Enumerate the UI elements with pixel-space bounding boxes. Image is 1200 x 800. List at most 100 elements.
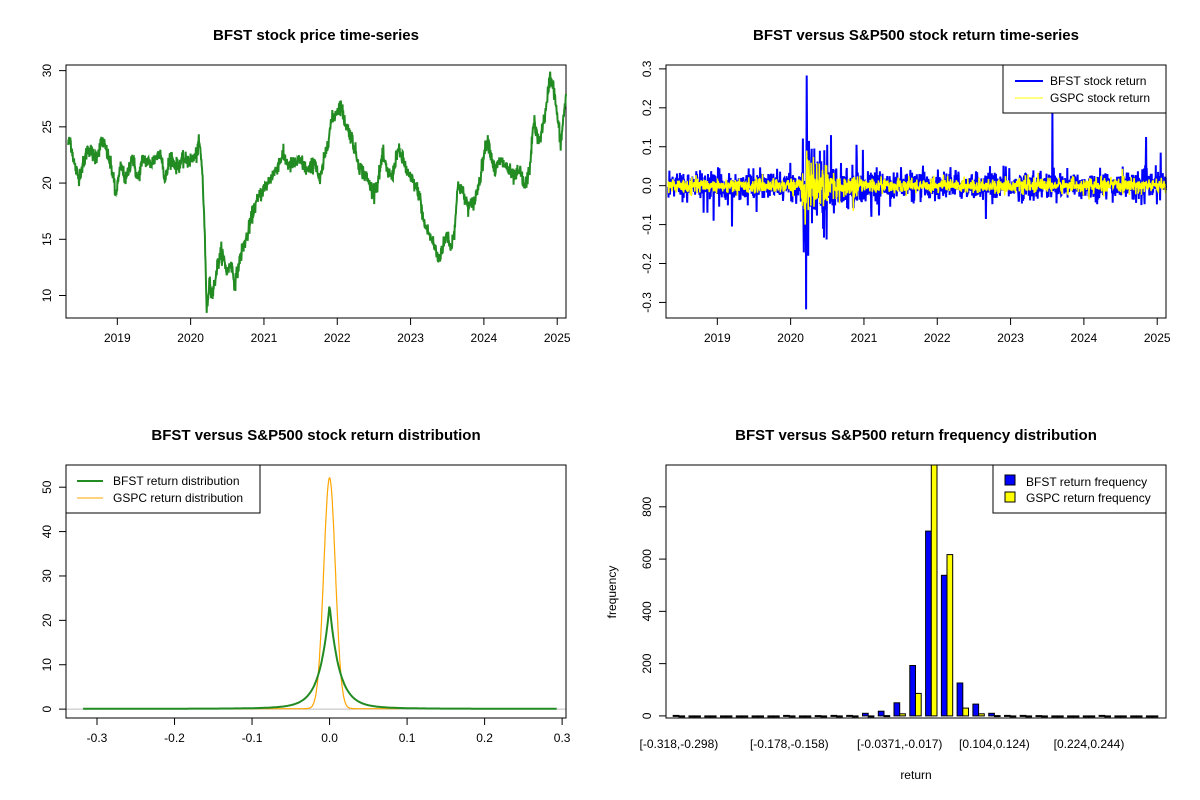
x-axis-label: return [900,768,931,782]
histogram-bar [899,713,906,717]
plot-frame [65,464,567,719]
histogram-bar [757,715,764,718]
histogram-bar [925,530,932,717]
histogram-bar [1151,715,1159,718]
histogram-bar [1120,715,1127,718]
histogram-bar [1135,715,1143,718]
histogram-bar [962,707,969,717]
x-tick-label: 0.3 [554,731,571,745]
histogram-bar [751,715,759,718]
chart-title: BFST stock price time-series [213,27,419,44]
histogram-bar [694,715,701,718]
legend-swatch-bfst [1004,474,1016,486]
x-tick-label: [-0.178,-0.158) [750,737,829,751]
legend-box [992,464,1167,514]
histogram-bar [846,714,853,717]
y-tick-label: 20 [40,613,54,627]
histogram-bar [915,692,922,717]
histogram-bar [1145,715,1153,718]
y-tick-label: -0.3 [640,292,654,313]
histogram-bar [735,715,743,718]
histogram-bar [1082,715,1090,718]
x-tick-label: [-0.318,-0.298) [640,737,719,751]
x-tick-label: 2025 [544,331,571,345]
y-axis: 10 15 20 25 30 [40,64,66,302]
y-tick-label: 40 [40,525,54,539]
x-tick-label: 2020 [777,331,804,345]
chart-title: BFST versus S&P500 return frequency dist… [735,427,1097,444]
x-tick-label: 2023 [397,331,424,345]
histogram-bar [972,703,980,717]
histogram-bar [930,464,938,717]
y-tick-label: 0.0 [640,177,654,194]
histogram-bar [956,682,964,717]
x-tick-label: 2021 [251,331,278,345]
histogram-bar [1114,715,1122,718]
x-axis: 2019 2020 2021 2022 2023 2024 2025 [104,318,571,345]
x-axis: -0.3 -0.2 -0.1 0.0 0.1 0.2 0.3 [87,718,571,745]
return-distribution-panel: BFST versus S&P500 stock return distribu… [40,427,571,745]
x-axis: [-0.318,-0.298) [-0.178,-0.158) [-0.0371,-… [640,737,1125,751]
chart-title: BFST versus S&P500 stock return distribu… [151,427,480,444]
histogram-bar [867,715,875,718]
histogram-bar [1130,715,1137,718]
y-tick-label: -0.2 [640,253,654,274]
legend: BFST return frequency GSPC return freque… [992,464,1167,514]
plot-frame [65,64,567,319]
y-tick-label: 50 [40,480,54,494]
x-tick-label: 0.1 [399,731,416,745]
x-tick-label: [0.224,0.244) [1054,737,1125,751]
legend: BFST stock return GSPC stock return [1002,64,1167,114]
histogram-bar [773,715,780,718]
histogram-bar [988,712,995,717]
bfst-density-curve [83,606,557,710]
histogram-bar [1072,715,1080,718]
x-tick-label: 0.0 [321,731,338,745]
legend-label-gspc: GSPC return distribution [113,491,243,505]
histogram-bar [688,715,696,718]
histogram-bar [1088,715,1096,718]
histogram-bar [814,715,822,718]
return-frequency-panel: BFST versus S&P500 return frequency dist… [605,427,1167,782]
y-tick-label: 400 [640,601,654,621]
histogram-bar [788,715,796,718]
price-series-line [67,71,567,313]
y-tick-label: 20 [40,176,54,190]
histogram-bar [836,715,843,718]
histogram-bar [1041,715,1048,718]
y-tick-label: 200 [640,653,654,673]
y-tick-label: 0.1 [640,138,654,155]
x-tick-label: -0.3 [87,731,108,745]
histogram-bar [830,714,838,717]
legend-label-bfst: BFST stock return [1050,74,1146,88]
y-tick-label: 0 [40,705,54,712]
legend-label-gspc: GSPC stock return [1050,91,1150,105]
x-tick-label: 2021 [851,331,878,345]
histogram-bar [1104,715,1112,718]
y-tick-label: 25 [40,120,54,134]
histogram-bar [877,710,885,717]
histogram-bar [678,715,686,718]
legend-box [65,464,261,514]
legend-box [1002,64,1167,114]
histogram-bar [940,574,948,717]
x-tick-label: 2020 [177,331,204,345]
x-tick-label: 2022 [324,331,351,345]
y-tick-label: 15 [40,232,54,246]
x-tick-label: -0.1 [242,731,263,745]
histogram-bar [946,554,954,717]
histogram-bar [672,714,680,717]
x-tick-label: 2023 [997,331,1024,345]
histogram-bar [1009,715,1017,718]
legend-label-gspc: GSPC return frequency [1026,491,1151,505]
histogram-bar [1025,715,1033,718]
histogram-bar [783,714,790,717]
y-axis: 0 10 20 30 40 50 [40,480,66,712]
histogram-bar [1057,715,1064,718]
histogram-bar [883,715,891,718]
histogram-bar [709,715,717,718]
gspc-return-series-line [667,150,1167,225]
histogram-bar [909,665,916,717]
x-tick-label: 0.2 [476,731,493,745]
